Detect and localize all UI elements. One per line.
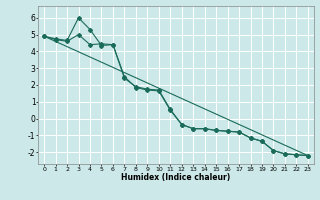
X-axis label: Humidex (Indice chaleur): Humidex (Indice chaleur) — [121, 173, 231, 182]
